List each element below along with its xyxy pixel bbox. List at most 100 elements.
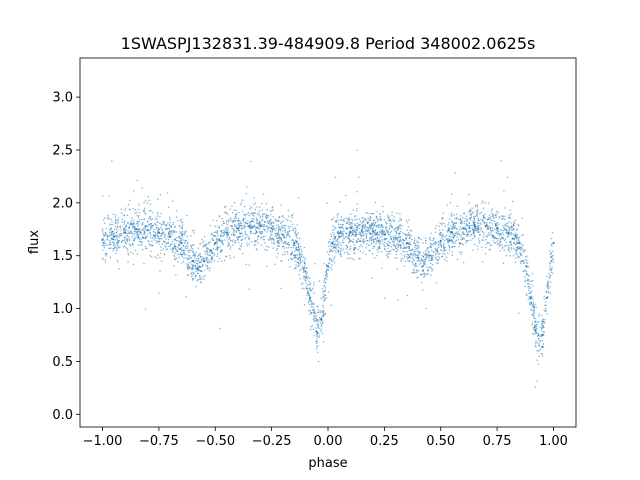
data-point bbox=[531, 279, 534, 282]
data-point bbox=[384, 297, 386, 300]
data-point bbox=[237, 217, 240, 219]
data-point bbox=[405, 239, 407, 241]
data-point bbox=[430, 259, 433, 261]
data-point bbox=[150, 210, 152, 212]
data-point bbox=[282, 242, 285, 245]
data-point bbox=[242, 217, 245, 219]
data-point bbox=[539, 339, 541, 342]
data-point bbox=[199, 266, 201, 269]
data-point bbox=[273, 242, 275, 244]
data-point bbox=[365, 237, 368, 240]
data-point bbox=[489, 233, 492, 235]
data-point bbox=[356, 229, 358, 232]
data-point bbox=[123, 223, 126, 225]
data-point bbox=[385, 226, 388, 229]
data-point bbox=[277, 241, 279, 244]
data-point bbox=[143, 202, 145, 204]
data-point bbox=[356, 227, 358, 230]
data-point bbox=[231, 244, 234, 246]
data-point bbox=[473, 243, 476, 246]
data-point bbox=[267, 220, 269, 222]
data-point bbox=[132, 207, 134, 210]
data-point bbox=[220, 230, 223, 232]
data-point bbox=[135, 236, 137, 238]
data-point bbox=[497, 239, 500, 242]
data-point bbox=[254, 225, 256, 228]
data-point bbox=[148, 243, 151, 245]
data-point bbox=[330, 218, 333, 221]
data-point bbox=[442, 238, 445, 241]
data-point bbox=[541, 339, 544, 342]
data-point bbox=[517, 241, 519, 244]
data-point bbox=[406, 250, 408, 253]
data-point bbox=[524, 256, 527, 258]
data-point bbox=[157, 240, 159, 242]
data-point bbox=[471, 237, 474, 240]
data-point bbox=[165, 227, 167, 229]
data-point bbox=[143, 210, 145, 213]
data-point bbox=[306, 278, 308, 280]
data-point bbox=[250, 220, 252, 223]
data-point bbox=[398, 220, 400, 223]
data-point bbox=[198, 275, 201, 277]
data-point bbox=[170, 226, 173, 229]
data-point bbox=[214, 231, 217, 233]
data-point bbox=[336, 243, 339, 245]
data-point bbox=[191, 259, 194, 263]
data-point bbox=[406, 221, 409, 224]
data-point bbox=[235, 239, 237, 242]
data-point bbox=[159, 215, 161, 218]
data-point bbox=[206, 261, 209, 264]
data-point bbox=[399, 238, 401, 240]
data-point bbox=[548, 249, 551, 252]
data-point bbox=[179, 253, 181, 256]
data-point bbox=[269, 214, 272, 216]
data-point bbox=[216, 247, 219, 250]
data-point bbox=[182, 260, 185, 263]
data-point bbox=[151, 240, 153, 242]
data-point bbox=[327, 262, 330, 265]
data-point bbox=[330, 235, 333, 237]
data-point bbox=[352, 219, 354, 222]
data-point bbox=[316, 312, 319, 314]
data-point bbox=[131, 236, 133, 238]
data-point bbox=[270, 222, 272, 225]
data-point bbox=[387, 247, 389, 250]
data-point bbox=[533, 304, 535, 307]
data-point bbox=[552, 261, 555, 263]
data-point bbox=[277, 224, 279, 226]
data-point bbox=[367, 244, 370, 247]
data-point bbox=[175, 209, 178, 212]
data-point bbox=[539, 335, 542, 337]
data-point bbox=[524, 280, 526, 283]
data-point bbox=[434, 253, 437, 256]
data-point bbox=[520, 254, 522, 256]
data-point bbox=[389, 242, 392, 244]
data-point bbox=[536, 342, 538, 344]
data-point bbox=[354, 252, 356, 254]
data-point bbox=[353, 259, 355, 261]
data-point bbox=[175, 250, 178, 253]
data-point bbox=[406, 253, 408, 256]
data-point bbox=[548, 276, 551, 279]
data-point bbox=[445, 234, 448, 237]
data-point bbox=[224, 239, 226, 241]
data-point bbox=[285, 247, 288, 249]
data-point bbox=[399, 225, 401, 227]
data-point bbox=[525, 265, 528, 268]
data-point bbox=[165, 242, 168, 245]
data-point bbox=[291, 250, 294, 253]
data-point bbox=[516, 253, 518, 255]
data-point bbox=[498, 237, 500, 240]
data-point bbox=[290, 246, 293, 249]
data-point bbox=[277, 225, 280, 228]
data-point bbox=[360, 229, 363, 232]
data-point bbox=[158, 292, 160, 294]
data-point bbox=[511, 226, 514, 228]
data-point bbox=[175, 257, 178, 260]
data-point bbox=[199, 243, 201, 245]
data-point bbox=[167, 238, 170, 241]
data-point bbox=[385, 237, 387, 240]
data-point bbox=[146, 229, 149, 232]
data-point bbox=[144, 213, 147, 215]
